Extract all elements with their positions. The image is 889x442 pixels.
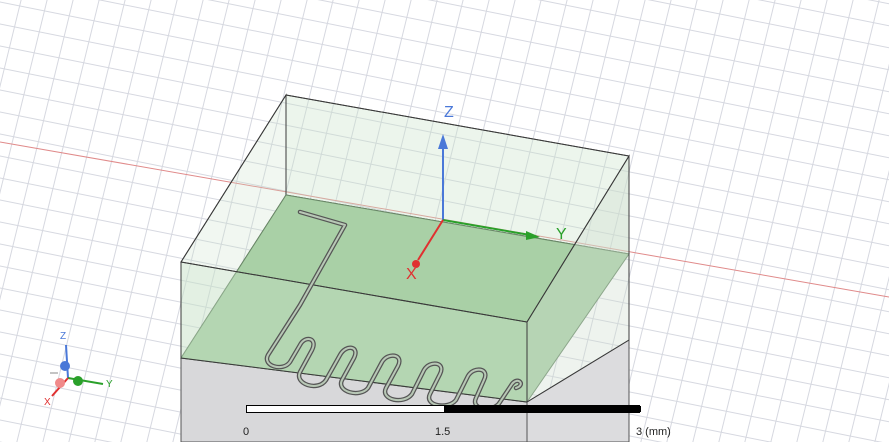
scale-tick-0: 0 [243, 426, 250, 438]
box-top-edges [180, 94, 630, 323]
y-axis-label: Y [556, 226, 567, 243]
x-axis-label: X [406, 266, 417, 283]
orientation-triad [50, 344, 104, 397]
triad-x-label: X [44, 397, 51, 408]
scale-bar [246, 405, 641, 413]
triad-y-label: Y [106, 379, 113, 390]
scale-tick-1-5: 1.5 [435, 426, 451, 438]
origin-axes [412, 134, 540, 268]
z-axis-label: Z [444, 104, 454, 121]
triad-z-label: Z [60, 331, 67, 342]
scale-tick-3: 3 (mm) [636, 426, 671, 438]
meander-line-inner [265, 211, 522, 410]
